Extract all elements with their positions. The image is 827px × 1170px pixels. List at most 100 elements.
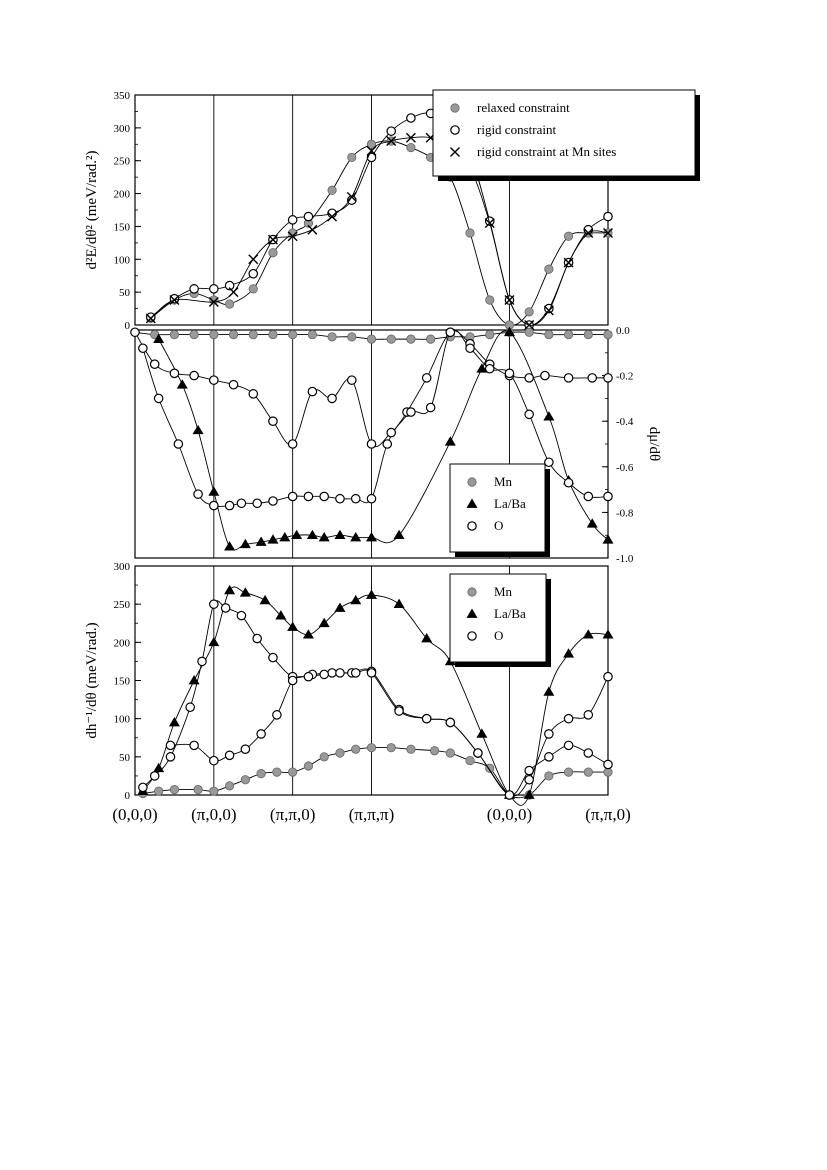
data-point <box>208 297 219 307</box>
data-point <box>543 305 554 316</box>
data-point <box>386 427 397 438</box>
data-point <box>524 373 534 383</box>
data-point <box>350 668 361 678</box>
x-category-label: (π,π,0) <box>585 805 631 824</box>
data-point <box>209 375 219 385</box>
data-point <box>366 145 377 156</box>
data-point <box>165 740 176 751</box>
data-point <box>327 185 337 195</box>
data-point <box>563 740 574 751</box>
data-point <box>406 407 416 417</box>
y-axis-label: d²E/dθ² (meV/rad.²) <box>84 151 100 270</box>
data-point <box>224 541 236 551</box>
data-point <box>335 748 345 758</box>
data-point <box>346 191 357 202</box>
data-point <box>153 333 165 343</box>
legend-label: relaxed constraint <box>477 100 570 115</box>
data-point <box>169 295 180 306</box>
data-point <box>306 529 318 540</box>
legend-marker <box>450 103 460 113</box>
y-tick-label: -0.2 <box>616 371 633 383</box>
data-point <box>587 373 598 383</box>
legend-marker <box>467 631 477 641</box>
data-point <box>524 327 534 337</box>
data-point <box>366 531 377 542</box>
data-point <box>563 477 574 488</box>
data-point <box>240 775 250 785</box>
data-point <box>303 761 314 771</box>
y-tick-label: 200 <box>114 637 131 649</box>
data-point <box>225 781 235 791</box>
y-tick-label: -0.6 <box>616 462 634 474</box>
data-point <box>346 375 357 385</box>
data-point <box>209 755 219 766</box>
y-tick-label: -0.8 <box>616 507 634 519</box>
data-point <box>563 373 574 383</box>
y-tick-label: 150 <box>114 221 131 233</box>
data-point <box>445 327 456 338</box>
data-point <box>165 752 176 762</box>
data-point <box>524 774 534 785</box>
data-point <box>465 343 475 354</box>
data-point <box>228 379 239 390</box>
legend-label: O <box>494 518 503 533</box>
data-point <box>169 293 180 304</box>
legend-label: rigid constraint <box>477 122 556 137</box>
data-point <box>563 329 574 340</box>
legend-marker <box>466 498 478 508</box>
data-point <box>153 762 165 773</box>
data-point <box>248 268 259 279</box>
data-point <box>319 491 329 502</box>
data-point <box>209 786 219 796</box>
y-tick-label: 300 <box>114 123 131 135</box>
data-point <box>272 710 282 720</box>
legend-label: O <box>494 628 503 643</box>
data-point <box>291 529 303 540</box>
data-point <box>583 710 594 720</box>
data-point <box>169 329 180 340</box>
data-point <box>287 621 299 631</box>
data-point <box>267 534 279 544</box>
data-point <box>406 113 416 123</box>
data-point <box>236 498 247 509</box>
data-point <box>259 594 271 605</box>
data-point <box>351 744 361 754</box>
data-point <box>406 142 416 153</box>
legend-label: La/Ba <box>494 496 526 511</box>
legend-marker <box>466 608 478 618</box>
series-curve <box>158 330 609 551</box>
data-point <box>485 329 495 340</box>
y-tick-label: -1.0 <box>616 553 634 565</box>
panel-field-derivative: 0 50 100 150 200 250 300 dh⁻¹/dθ (meV/rad.) Mn La… <box>84 561 631 824</box>
data-point <box>543 686 555 696</box>
data-point <box>319 669 329 680</box>
data-point <box>382 439 393 449</box>
data-point <box>319 752 329 762</box>
data-point <box>224 500 235 511</box>
data-point <box>603 228 613 238</box>
legend-box <box>449 573 547 663</box>
data-point <box>189 329 199 340</box>
data-point <box>335 493 345 504</box>
data-point <box>366 589 377 599</box>
data-point <box>327 668 337 678</box>
legend-marker <box>450 147 460 157</box>
data-point <box>302 629 314 639</box>
data-point <box>444 436 456 446</box>
data-point <box>236 610 247 621</box>
data-point <box>335 668 345 678</box>
x-category-label: (π,0,0) <box>191 805 236 824</box>
legend-label: Mn <box>494 584 513 599</box>
data-point <box>154 786 164 796</box>
data-point <box>252 498 262 509</box>
data-point <box>149 771 160 781</box>
data-point <box>307 386 318 397</box>
data-point <box>287 439 298 449</box>
data-point <box>239 587 251 597</box>
data-point <box>145 313 156 324</box>
data-point <box>176 379 188 389</box>
data-point <box>208 486 220 496</box>
data-point <box>603 491 613 502</box>
y-tick-label: 300 <box>114 561 131 573</box>
data-point <box>393 598 405 609</box>
